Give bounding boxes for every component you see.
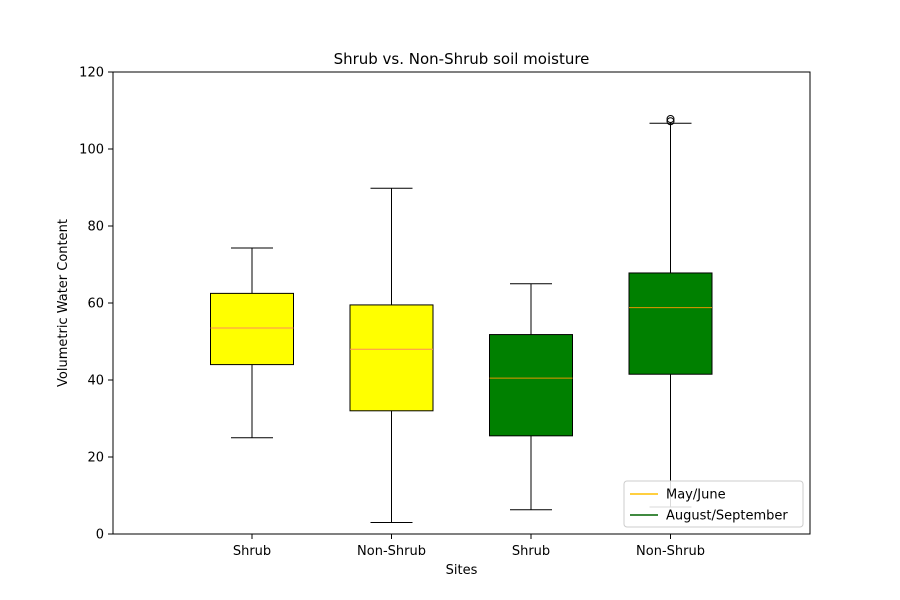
x-axis-label: Sites [446, 563, 478, 578]
plot-area-frame [112, 71, 811, 535]
y-tick-label: 20 [87, 451, 104, 466]
y-tick-label: 100 [79, 143, 104, 158]
y-axis-label: Volumetric Water Content [56, 219, 71, 387]
box-4 [628, 114, 713, 508]
y-tick-label: 60 [87, 297, 104, 312]
legend-box [623, 480, 804, 528]
box-2 [349, 187, 434, 523]
y-tick-label: 120 [79, 66, 104, 81]
x-axis: Shrub Non-Shrub Shrub Non-Shrub [233, 534, 705, 559]
y-tick-label: 40 [87, 374, 104, 389]
legend-label: May/June [666, 488, 726, 503]
x-tick-label: Shrub [512, 544, 550, 559]
box-3 [489, 283, 573, 511]
chart-title: Shrub vs. Non-Shrub soil moisture [334, 50, 590, 68]
box-body [210, 292, 294, 366]
y-tick-label: 80 [87, 220, 104, 235]
legend: May/June August/September [623, 480, 804, 528]
box-body [628, 272, 713, 375]
outlier-point [666, 114, 675, 123]
box-1 [210, 247, 294, 439]
x-tick-label: Non-Shrub [357, 544, 426, 559]
y-tick-label: 0 [96, 528, 104, 543]
x-tick-label: Shrub [233, 544, 271, 559]
box-body [349, 304, 434, 412]
box-series [210, 114, 713, 523]
y-axis: 0 20 40 60 80 100 120 [79, 66, 113, 543]
box-body [489, 334, 573, 437]
x-tick-label: Non-Shrub [636, 544, 705, 559]
outlier-point [666, 117, 675, 126]
legend-label: August/September [666, 509, 788, 524]
